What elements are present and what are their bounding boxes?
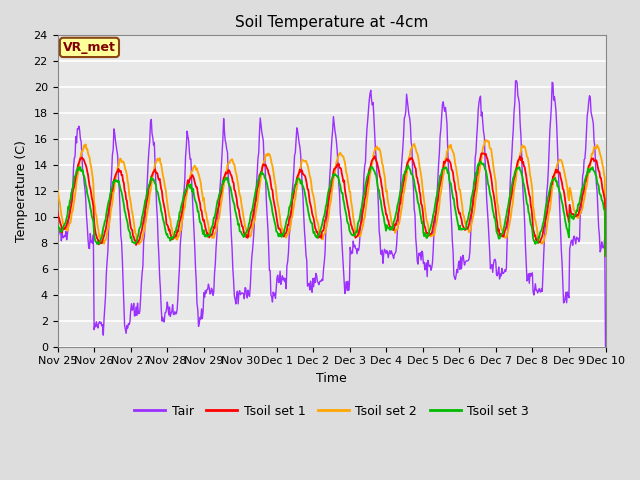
Legend: Tair, Tsoil set 1, Tsoil set 2, Tsoil set 3: Tair, Tsoil set 1, Tsoil set 2, Tsoil se… (129, 400, 534, 423)
Text: VR_met: VR_met (63, 41, 116, 54)
Y-axis label: Temperature (C): Temperature (C) (15, 140, 28, 242)
X-axis label: Time: Time (316, 372, 347, 385)
Title: Soil Temperature at -4cm: Soil Temperature at -4cm (235, 15, 428, 30)
